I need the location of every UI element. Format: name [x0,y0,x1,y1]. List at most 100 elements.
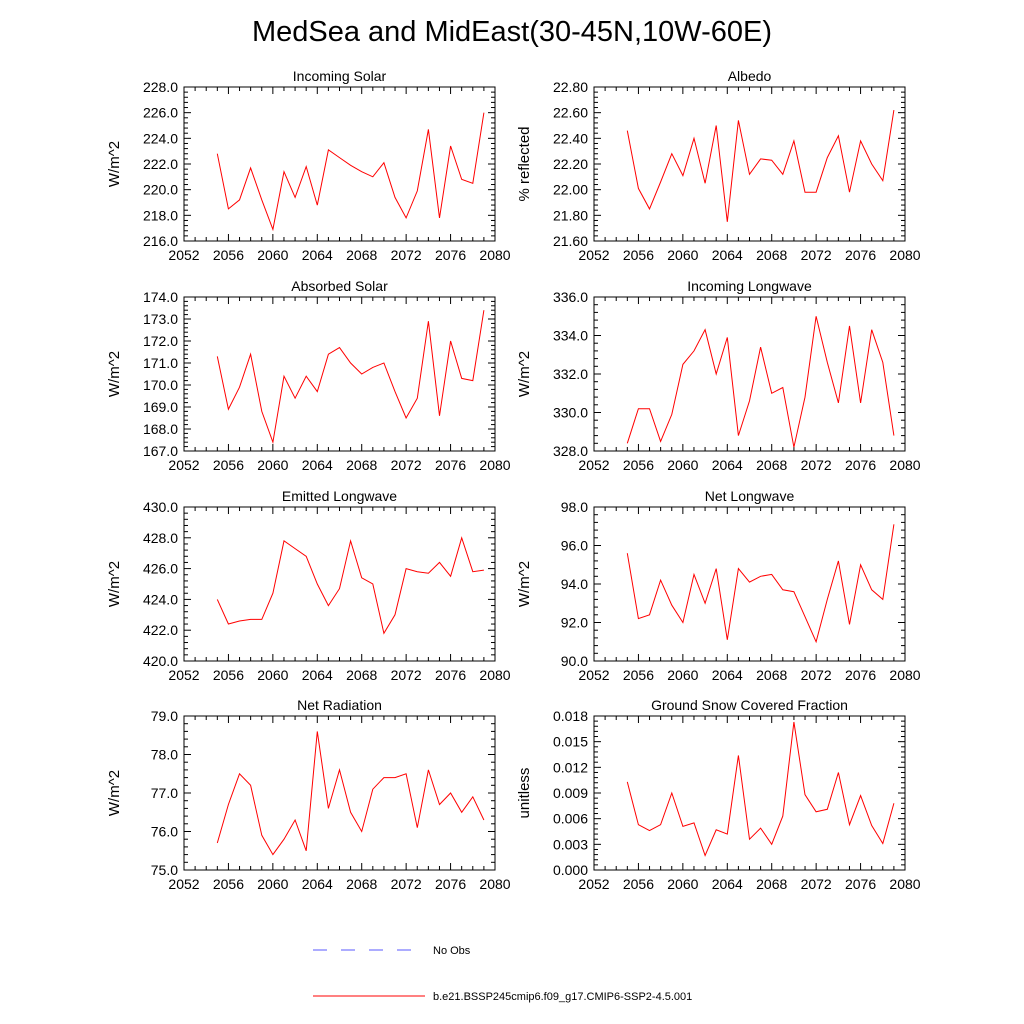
x-tick-label: 2072 [801,247,832,263]
x-tick-label: 2064 [302,457,333,473]
series-line-emitted-longwave [216,536,484,635]
plot-frame [183,506,496,662]
y-tick-label: 98.0 [561,499,588,515]
panel-incoming-longwave: Incoming Longwave W/m^2 2052 2056 2060 2064 20… [516,278,921,473]
x-tick-label: 2072 [391,876,422,892]
y-tick-label: 77.0 [151,785,178,801]
y-tick-label: 174.0 [143,289,178,305]
x-tick-label: 2080 [479,247,510,263]
y-tick-label: 22.20 [553,156,588,172]
x-tick-label: 2076 [435,667,466,683]
x-tick-label: 2076 [435,457,466,473]
x-tick-label: 2060 [667,457,698,473]
x-tick-label: 2052 [168,876,199,892]
panel-title: Absorbed Solar [291,278,388,294]
plot-frame [183,86,496,242]
x-tick-label: 2052 [168,457,199,473]
y-tick-label: 336.0 [553,289,588,305]
y-tick-label: 173.0 [143,311,178,327]
x-tick-label: 2068 [346,457,377,473]
y-tick-label: 222.0 [143,156,178,172]
panel-title: Net Longwave [705,488,795,504]
y-tick-label: 430.0 [143,499,178,515]
x-tick-label: 2052 [578,247,609,263]
x-tick-label: 2060 [257,876,288,892]
legend: No Obs b.e21.BSSP245cmip6.f09_g17.CMIP6-… [313,945,692,1003]
y-tick-label: 96.0 [561,538,588,554]
y-tick-label: 172.0 [143,333,178,349]
panel-albedo: Albedo % reflected 2052 2056 2060 2064 2068 207… [516,68,921,263]
x-tick-label: 2076 [845,667,876,683]
x-tick-label: 2052 [168,667,199,683]
y-tick-label: 170.0 [143,377,178,393]
x-tick-label: 2080 [889,667,920,683]
y-tick-label: 171.0 [143,355,178,371]
x-tick-label: 2060 [257,247,288,263]
y-tick-label: 76.0 [151,824,178,840]
y-axis-label: unitless [516,768,533,819]
panel-title: Albedo [728,68,772,84]
y-axis-label: W/m^2 [106,351,123,397]
x-tick-label: 2064 [712,876,743,892]
y-tick-label: 228.0 [143,79,178,95]
x-tick-label: 2060 [667,876,698,892]
plot-frame [183,296,496,452]
x-tick-label: 2072 [391,457,422,473]
y-tick-label: 21.60 [553,233,588,249]
x-tick-label: 2080 [479,876,510,892]
x-tick-label: 2056 [623,457,654,473]
x-tick-label: 2056 [213,457,244,473]
y-axis-label: W/m^2 [516,351,533,397]
series-line-net-longwave [626,524,895,644]
y-tick-label: 218.0 [143,207,178,223]
y-tick-label: 21.80 [553,207,588,223]
x-tick-label: 2052 [578,457,609,473]
y-axis-label: W/m^2 [106,561,123,607]
panel-ground-snow-covered-fraction: Ground Snow Covered Fraction unitless 2052… [516,697,921,892]
x-tick-label: 2072 [801,876,832,892]
panel-title: Incoming Solar [293,68,387,84]
panels-container: Incoming Solar W/m^2 2052 2056 2060 2064 2068 2… [106,68,921,892]
y-tick-label: 424.0 [143,591,178,607]
y-tick-label: 90.0 [561,653,588,669]
y-tick-label: 169.0 [143,399,178,415]
y-tick-label: 92.0 [561,615,588,631]
y-tick-label: 0.015 [553,734,588,750]
panel-title: Net Radiation [297,697,382,713]
x-tick-label: 2072 [801,667,832,683]
panel-emitted-longwave: Emitted Longwave W/m^2 2052 2056 2060 2064 206… [106,488,511,683]
x-tick-label: 2052 [578,667,609,683]
x-tick-label: 2056 [623,667,654,683]
x-tick-label: 2068 [346,667,377,683]
y-tick-label: 167.0 [143,443,178,459]
legend-label-no-obs: No Obs [433,945,471,957]
x-tick-label: 2068 [346,247,377,263]
panel-title: Incoming Longwave [687,278,812,294]
y-axis-label: W/m^2 [106,770,123,816]
y-tick-label: 75.0 [151,862,178,878]
legend-label-model-run: b.e21.BSSP245cmip6.f09_g17.CMIP6-SSP2-4.… [433,991,692,1003]
x-tick-label: 2068 [756,876,787,892]
y-tick-label: 0.003 [553,836,588,852]
y-tick-label: 22.00 [553,182,588,198]
plot-frame [593,296,906,452]
y-tick-label: 216.0 [143,233,178,249]
panel-net-radiation: Net Radiation W/m^2 2052 2056 2060 2064 2068 20… [106,697,511,892]
x-tick-label: 2068 [756,457,787,473]
x-tick-label: 2060 [667,667,698,683]
y-tick-label: 22.40 [553,130,588,146]
y-tick-label: 330.0 [553,405,588,421]
y-tick-label: 226.0 [143,105,178,121]
y-axis-label: W/m^2 [106,141,123,187]
x-tick-label: 2060 [667,247,698,263]
panel-title: Ground Snow Covered Fraction [651,697,848,713]
y-tick-label: 220.0 [143,182,178,198]
panel-net-longwave: Net Longwave W/m^2 2052 2056 2060 2064 2068 207… [516,488,921,683]
y-tick-label: 0.012 [553,759,588,775]
series-line-incoming-solar [216,112,485,232]
panel-title: Emitted Longwave [282,488,397,504]
x-tick-label: 2056 [213,876,244,892]
y-tick-label: 79.0 [151,708,178,724]
y-tick-label: 78.0 [151,747,178,763]
